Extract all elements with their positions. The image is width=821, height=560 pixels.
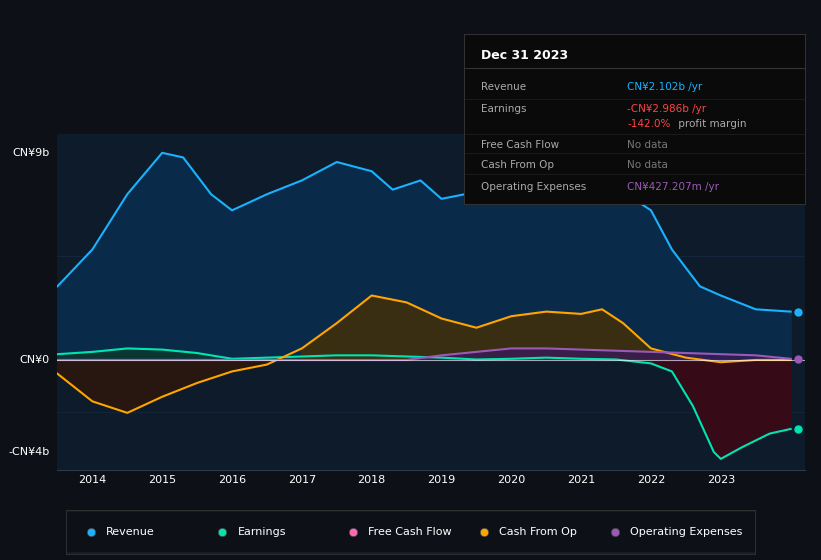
Text: Earnings: Earnings	[481, 104, 526, 114]
Text: -142.0%: -142.0%	[627, 119, 671, 129]
Text: Operating Expenses: Operating Expenses	[481, 183, 586, 192]
Text: CN¥2.102b /yr: CN¥2.102b /yr	[627, 82, 703, 91]
Text: Cash From Op: Cash From Op	[499, 527, 577, 537]
Text: -CN¥2.986b /yr: -CN¥2.986b /yr	[627, 104, 707, 114]
Text: No data: No data	[627, 160, 668, 170]
Text: Earnings: Earnings	[237, 527, 286, 537]
Text: Revenue: Revenue	[481, 82, 526, 91]
Text: Free Cash Flow: Free Cash Flow	[369, 527, 452, 537]
Text: CN¥9b: CN¥9b	[13, 148, 50, 158]
Text: Revenue: Revenue	[107, 527, 155, 537]
Text: CN¥427.207m /yr: CN¥427.207m /yr	[627, 183, 719, 192]
Text: Free Cash Flow: Free Cash Flow	[481, 139, 559, 150]
Text: No data: No data	[627, 139, 668, 150]
Text: Operating Expenses: Operating Expenses	[631, 527, 743, 537]
Text: Cash From Op: Cash From Op	[481, 160, 554, 170]
Text: -CN¥4b: -CN¥4b	[9, 447, 50, 457]
Text: Dec 31 2023: Dec 31 2023	[481, 49, 568, 62]
Text: profit margin: profit margin	[675, 119, 746, 129]
Text: CN¥0: CN¥0	[20, 355, 50, 365]
